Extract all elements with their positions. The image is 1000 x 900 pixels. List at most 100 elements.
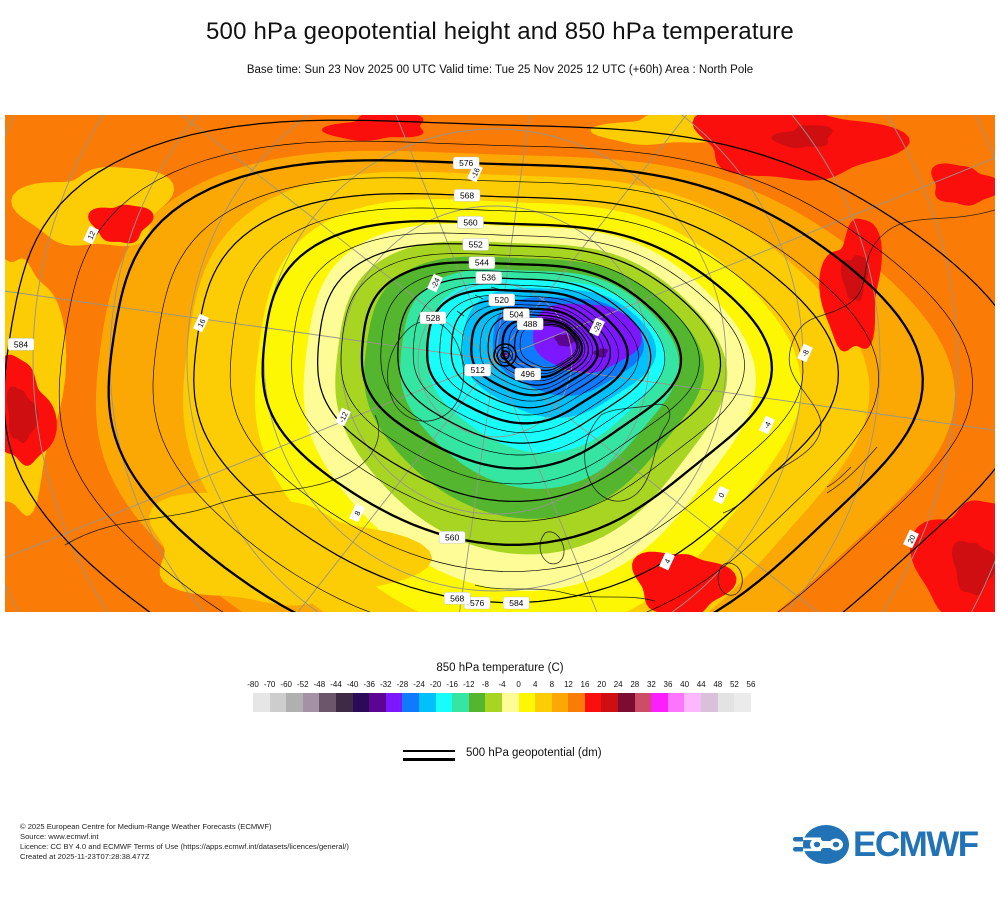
- contour-label: 560: [445, 532, 459, 542]
- colorbar-cell: [717, 693, 735, 712]
- contour-label: 536: [482, 273, 496, 283]
- temperature-label: -8: [800, 348, 811, 358]
- colorbar-tick: -44: [330, 680, 342, 689]
- colorbar-cell: [468, 693, 486, 712]
- footer-licence: Licence: CC BY 4.0 and ECMWF Terms of Us…: [20, 842, 349, 851]
- contour-label: 488: [523, 319, 537, 329]
- temperature-label: 0: [716, 491, 726, 499]
- colorbar-cell: [551, 693, 569, 712]
- colorbar-cell: [335, 693, 353, 712]
- colorbar-cell: [634, 693, 652, 712]
- footer-created-at: Created at 2025-11-23T07:28:38.477Z: [20, 852, 150, 861]
- colorbar-tick: 40: [680, 680, 690, 689]
- temperature-label: -28: [591, 320, 604, 334]
- contour-label: 576: [470, 598, 484, 608]
- colorbar-cell: [535, 693, 552, 712]
- colorbar-tick: 44: [696, 680, 706, 689]
- colorbar-cell: [269, 693, 287, 712]
- colorbar-tick: -24: [413, 680, 425, 689]
- colorbar-cell: [518, 693, 536, 712]
- colorbar-tick: -48: [313, 680, 326, 689]
- colorbar-tick: 4: [532, 680, 538, 689]
- colorbar-tick: -36: [363, 680, 375, 689]
- contour-thin-line-sample: [403, 750, 455, 752]
- contour-thick-line-sample: [403, 758, 455, 761]
- colorbar-cell: [253, 693, 270, 712]
- colorbar-cell: [286, 693, 303, 712]
- footer-attribution: © 2025 European Centre for Medium-Range …: [20, 822, 349, 862]
- temperature-label: 4: [662, 557, 672, 565]
- ecmwf-logo-text: ECMWF: [853, 825, 979, 864]
- contour-label: 552: [469, 239, 483, 249]
- colorbar-cell: [319, 693, 336, 712]
- colorbar-cell: [701, 693, 718, 712]
- colorbar-cell: [667, 693, 685, 712]
- colorbar-tick: 24: [613, 680, 623, 689]
- temperature-label: 8: [352, 509, 362, 517]
- colorbar-tick: -12: [463, 680, 475, 689]
- contour-label: 544: [475, 258, 489, 268]
- colorbar-cell: [734, 693, 751, 712]
- contour-label: 528: [426, 313, 440, 323]
- contour-label: 568: [450, 593, 464, 603]
- colorbar-tick: 8: [549, 680, 555, 689]
- contour-label: 512: [471, 365, 485, 375]
- ecmwf-logo: ECMWF: [793, 822, 979, 868]
- colorbar-tick: -80: [247, 680, 259, 689]
- page-title: 500 hPa geopotential height and 850 hPa …: [206, 18, 794, 45]
- contour-label: 496: [521, 369, 535, 379]
- colorbar-tick: 0: [516, 680, 521, 689]
- temperature-label: 20: [906, 534, 918, 545]
- colorbar-tick: -32: [380, 680, 392, 689]
- contour-label: 560: [463, 217, 477, 227]
- colorbar-cell: [385, 693, 403, 712]
- colorbar-tick: 32: [646, 680, 656, 689]
- colorbar-cell: [568, 693, 585, 712]
- colorbar-cell: [352, 693, 370, 712]
- colorbar-tick: -28: [396, 680, 409, 689]
- temperature-legend-title: 850 hPa temperature (C): [436, 662, 564, 674]
- colorbar-tick: -70: [263, 680, 276, 689]
- colorbar-tick: -20: [429, 680, 442, 689]
- colorbar-cell: [501, 693, 519, 712]
- contour-label: 568: [460, 190, 474, 200]
- colorbar-cell: [618, 693, 635, 712]
- contour-label: 576: [459, 158, 473, 168]
- geopotential-legend-label: 500 hPa geopotential (dm): [466, 747, 602, 759]
- footer-copyright: © 2025 European Centre for Medium-Range …: [20, 822, 272, 831]
- temperature-label: -24: [429, 276, 442, 290]
- colorbar-cell: [369, 693, 386, 712]
- colorbar-cell: [584, 693, 602, 712]
- contour-label: 520: [495, 295, 509, 305]
- contour-label: 504: [509, 310, 523, 320]
- colorbar-tick: 48: [713, 680, 723, 689]
- colorbar-cell: [435, 693, 453, 712]
- colorbar-cell: [684, 693, 702, 712]
- colorbar-tick: 28: [630, 680, 640, 689]
- colorbar-cell: [418, 693, 436, 712]
- colorbar-tick: 36: [663, 680, 673, 689]
- page-subtitle: Base time: Sun 23 Nov 2025 00 UTC Valid …: [246, 64, 754, 76]
- colorbar-tick: 20: [597, 680, 607, 689]
- colorbar-tick: -40: [346, 680, 359, 689]
- temperature-label: -4: [762, 420, 773, 430]
- colorbar-cell: [601, 693, 619, 712]
- colorbar-tick: -8: [481, 680, 489, 689]
- temperature-label: -16: [469, 166, 482, 180]
- colorbar-cell: [452, 693, 469, 712]
- colorbar-cell: [302, 693, 320, 712]
- colorbar-cell: [485, 693, 502, 712]
- colorbar-cell: [651, 693, 668, 712]
- ecmwf-logo-icon: [793, 825, 849, 864]
- colorbar-cell: [402, 693, 419, 712]
- contour-label: 584: [509, 598, 523, 608]
- temperature-label: -12: [337, 410, 350, 424]
- colorbar-tick: 52: [729, 680, 739, 689]
- colorbar-tick: -52: [297, 680, 309, 689]
- colorbar-tick: 56: [746, 680, 756, 689]
- colorbar-tick: -4: [498, 680, 506, 689]
- colorbar-tick: 16: [580, 680, 590, 689]
